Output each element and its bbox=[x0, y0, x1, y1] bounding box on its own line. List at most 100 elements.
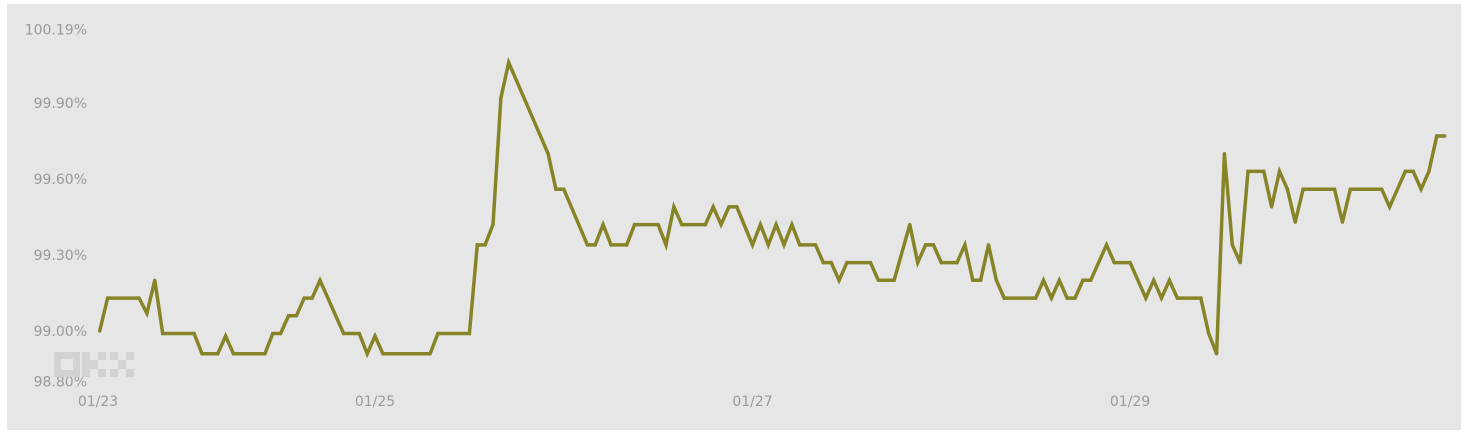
data-point bbox=[892, 278, 896, 283]
data-point bbox=[916, 260, 920, 265]
data-point bbox=[286, 314, 291, 318]
data-point bbox=[876, 278, 881, 283]
data-point bbox=[978, 278, 983, 283]
data-point bbox=[1167, 278, 1172, 283]
data-point bbox=[837, 278, 841, 283]
data-point bbox=[680, 222, 684, 227]
data-point bbox=[436, 331, 440, 336]
x-tick-label: 01/27 bbox=[732, 394, 772, 410]
data-point bbox=[231, 352, 236, 356]
data-point bbox=[931, 243, 936, 247]
data-point bbox=[1301, 187, 1305, 191]
data-point bbox=[1340, 220, 1345, 224]
data-point bbox=[341, 331, 346, 336]
data-point bbox=[845, 260, 849, 265]
data-point bbox=[750, 243, 755, 247]
x-tick-label: 01/23 bbox=[78, 394, 118, 410]
data-point bbox=[1277, 169, 1282, 174]
data-point bbox=[428, 352, 432, 356]
data-point bbox=[1175, 296, 1179, 300]
data-point bbox=[664, 243, 668, 247]
data-point bbox=[986, 243, 991, 247]
data-point bbox=[1387, 205, 1392, 209]
data-point bbox=[192, 331, 196, 336]
data-point bbox=[1057, 278, 1061, 283]
data-point bbox=[601, 222, 605, 227]
data-point bbox=[302, 296, 306, 300]
data-point bbox=[1442, 134, 1447, 138]
data-point bbox=[105, 296, 110, 300]
data-point bbox=[782, 243, 786, 247]
data-point bbox=[318, 278, 322, 283]
data-point bbox=[1144, 296, 1148, 300]
data-point bbox=[467, 331, 472, 336]
data-point bbox=[719, 222, 723, 227]
data-point bbox=[703, 222, 708, 227]
data-point bbox=[994, 278, 999, 283]
y-tick-label: 99.30% bbox=[34, 248, 87, 264]
data-point bbox=[711, 205, 715, 209]
data-point bbox=[758, 222, 763, 227]
data-point bbox=[263, 352, 267, 356]
data-point bbox=[365, 352, 369, 356]
data-point bbox=[813, 243, 818, 247]
series-line bbox=[97, 56, 1445, 359]
data-point bbox=[1214, 352, 1219, 356]
data-point bbox=[1293, 220, 1297, 224]
data-point bbox=[1222, 151, 1227, 156]
data-point bbox=[160, 331, 165, 336]
x-tick-label: 01/25 bbox=[355, 394, 395, 410]
data-point bbox=[294, 314, 299, 318]
data-point bbox=[1262, 169, 1266, 174]
x-axis-labels: 01/23 01/25 01/27 01/29 bbox=[78, 394, 1150, 410]
data-point bbox=[216, 352, 220, 356]
data-point bbox=[1380, 187, 1384, 191]
data-point bbox=[1041, 278, 1046, 283]
data-points bbox=[98, 60, 1447, 356]
data-point bbox=[908, 222, 912, 227]
data-point bbox=[1081, 278, 1085, 283]
data-point bbox=[546, 151, 550, 156]
y-tick-label: 99.00% bbox=[34, 324, 87, 340]
x-tick-label: 01/29 bbox=[1110, 394, 1150, 410]
y-tick-label: 100.19% bbox=[25, 23, 87, 39]
data-point bbox=[1151, 278, 1156, 283]
data-point bbox=[609, 243, 613, 247]
data-point bbox=[1128, 260, 1132, 265]
data-point bbox=[1159, 296, 1164, 300]
data-point bbox=[1033, 296, 1038, 300]
y-tick-label: 99.90% bbox=[34, 96, 87, 112]
data-point bbox=[310, 296, 314, 300]
data-point bbox=[278, 331, 283, 336]
data-point bbox=[1199, 296, 1203, 300]
data-point bbox=[491, 222, 495, 227]
chart-panel: 100.19% 99.90% 99.60% 99.30% 99.00% 98.80% 01… bbox=[7, 4, 1461, 430]
data-point bbox=[1089, 278, 1093, 283]
y-tick-label: 99.60% bbox=[34, 172, 87, 188]
data-point bbox=[971, 278, 975, 283]
data-point bbox=[554, 187, 558, 191]
data-point bbox=[1403, 169, 1408, 174]
data-point bbox=[1238, 260, 1242, 265]
data-point bbox=[798, 243, 802, 247]
data-point bbox=[774, 222, 778, 227]
data-point bbox=[790, 222, 794, 227]
data-point bbox=[1073, 296, 1077, 300]
data-point bbox=[223, 334, 228, 338]
data-point bbox=[939, 260, 943, 265]
data-point bbox=[499, 96, 503, 100]
data-point bbox=[271, 331, 275, 336]
data-point bbox=[145, 311, 149, 315]
data-point bbox=[562, 187, 566, 191]
data-point bbox=[475, 243, 479, 247]
data-point bbox=[1411, 169, 1415, 174]
data-point bbox=[153, 278, 157, 283]
data-point bbox=[1435, 134, 1439, 138]
data-point bbox=[137, 296, 141, 300]
data-point bbox=[1230, 243, 1235, 247]
data-point bbox=[357, 331, 361, 336]
data-point bbox=[1348, 187, 1352, 191]
y-tick-label: 98.80% bbox=[34, 375, 87, 391]
data-point bbox=[1285, 187, 1290, 191]
data-point bbox=[632, 222, 637, 227]
